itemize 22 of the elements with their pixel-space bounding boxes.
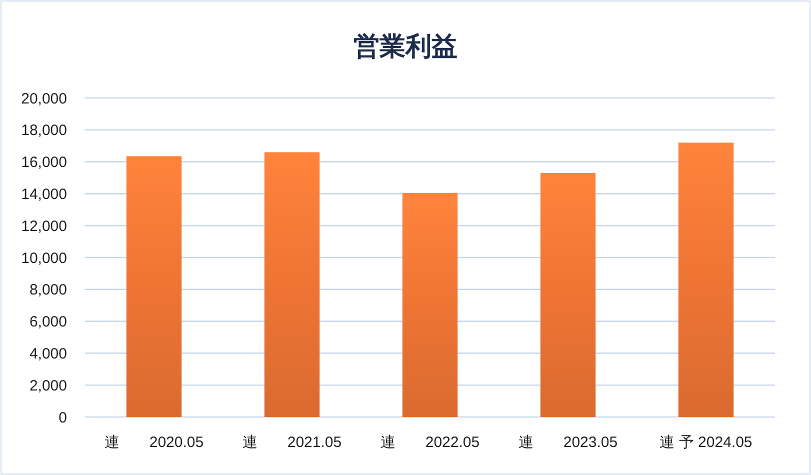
x-tick-label: 連 2022.05 [380, 434, 480, 451]
y-tick-label: 20,000 [21, 90, 67, 108]
y-tick-label: 16,000 [21, 154, 67, 172]
y-tick-label: 10,000 [21, 250, 67, 267]
y-tick-label: 18,000 [21, 122, 67, 140]
bar [264, 152, 320, 417]
chart-title: 営業利益 [354, 31, 458, 61]
bar [678, 142, 734, 417]
x-tick-label: 連 予 2024.05 [660, 434, 752, 451]
y-tick-label: 14,000 [21, 186, 67, 203]
y-tick-label: 2,000 [29, 377, 67, 394]
y-tick-label: 6,000 [29, 314, 67, 331]
y-tick-label: 12,000 [21, 218, 67, 235]
bar [126, 156, 182, 417]
x-tick-label: 連 2023.05 [518, 434, 618, 451]
x-tick-label: 連 2021.05 [242, 434, 342, 451]
y-tick-label: 4,000 [29, 345, 67, 362]
bar [402, 192, 458, 417]
y-tick-label: 8,000 [29, 282, 67, 299]
bar [540, 172, 596, 417]
y-tick-label: 0 [58, 409, 67, 426]
x-tick-label: 連 2020.05 [104, 434, 204, 451]
